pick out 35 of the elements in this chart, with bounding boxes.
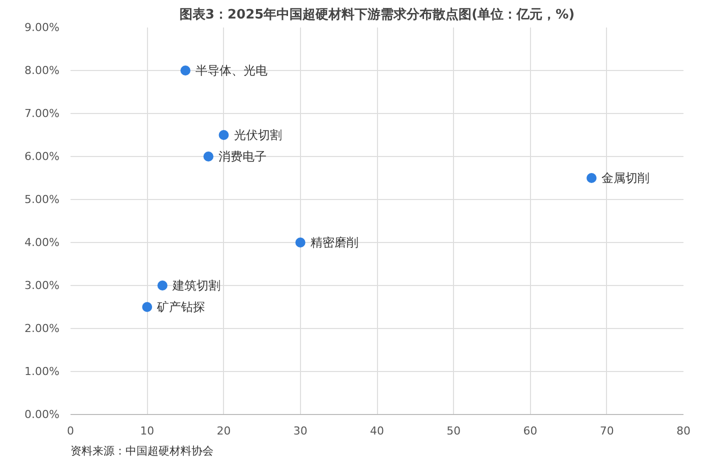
annotation: 光伏切割 (234, 128, 282, 142)
y-tick-label: 2.00% (24, 322, 60, 335)
annotation: 建筑切割 (171, 278, 220, 292)
annotation: 精密磨削 (310, 236, 358, 250)
annotation: 金属切削 (602, 171, 650, 185)
y-tick-label: 0.00% (24, 408, 60, 421)
chart-title: 图表3：2025年中国超硬材料下游需求分布散点图(单位：亿元，%) (179, 6, 575, 22)
x-tick-label: 10 (140, 424, 154, 438)
x-tick-label: 20 (216, 424, 231, 438)
y-tick-label: 6.00% (24, 150, 60, 163)
x-tick-label: 60 (523, 424, 538, 438)
y-tick-label: 8.00% (24, 64, 60, 77)
y-tick-label: 9.00% (24, 21, 60, 34)
y-tick-label: 3.00% (24, 279, 60, 292)
y-tick-label: 4.00% (24, 236, 60, 249)
x-tick-label: 70 (600, 424, 614, 438)
point (180, 66, 190, 76)
x-tick-label: 30 (293, 424, 308, 438)
annotation: 消费电子 (218, 150, 266, 164)
y-tick-label: 1.00% (24, 365, 60, 378)
x-tick-label: 80 (676, 424, 690, 438)
annotation: 半导体、光电 (195, 64, 268, 78)
y-tick-label: 7.00% (24, 107, 60, 120)
point (218, 130, 229, 140)
x-tick-label: 50 (446, 424, 461, 438)
text: 资料来源：中国超硬材料协会 (70, 444, 214, 458)
point (586, 173, 597, 183)
point (157, 280, 168, 290)
point (203, 152, 214, 162)
point (295, 238, 306, 248)
x-tick-label: 0 (67, 424, 74, 438)
y-tick-label: 5.00% (24, 193, 60, 206)
point (142, 302, 152, 312)
x-tick-label: 40 (370, 424, 384, 438)
annotation: 矿产钻探 (156, 300, 206, 314)
